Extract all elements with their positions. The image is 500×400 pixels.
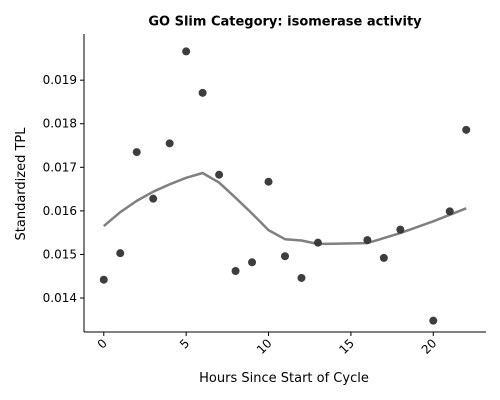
x-tick-label: 10: [254, 336, 275, 357]
x-tick-label: 5: [177, 336, 192, 351]
y-tick-label: 0.019: [43, 73, 77, 87]
y-tick-label: 0.015: [43, 247, 77, 261]
y-tick-label: 0.014: [43, 291, 77, 305]
data-point: [165, 139, 174, 148]
y-tick-label: 0.017: [43, 160, 77, 174]
data-point: [363, 236, 372, 245]
y-axis-ticks: 0.014 0.015 0.016 0.017 0.018 0.019: [43, 73, 84, 305]
data-point: [264, 177, 273, 186]
x-axis-label: Hours Since Start of Cycle: [199, 371, 369, 386]
chart-title: GO Slim Category: isomerase activity: [148, 15, 422, 30]
x-axis-ticks: 0 5 10 15 20: [95, 332, 440, 357]
data-point: [445, 207, 454, 216]
x-tick-label: 15: [336, 336, 357, 357]
data-point: [462, 125, 471, 134]
data-point: [116, 249, 125, 258]
y-tick-label: 0.018: [43, 117, 77, 131]
y-axis-label: Standardized TPL: [14, 127, 29, 241]
data-point: [99, 275, 108, 284]
data-point: [215, 170, 224, 179]
data-point: [313, 238, 322, 247]
data-point: [429, 316, 438, 325]
data-point: [231, 267, 240, 276]
trend-line: [102, 171, 467, 246]
data-point: [297, 273, 306, 282]
y-tick-label: 0.016: [43, 204, 77, 218]
plot-area: [99, 47, 471, 325]
x-tick-label: 0: [95, 336, 110, 351]
data-point: [182, 47, 191, 56]
data-point: [379, 253, 388, 262]
data-point: [281, 252, 289, 261]
data-point: [248, 258, 257, 267]
data-point: [149, 194, 158, 203]
data-point: [132, 148, 141, 157]
data-point: [396, 225, 405, 234]
x-tick-label: 20: [419, 336, 440, 357]
data-point: [198, 88, 207, 97]
